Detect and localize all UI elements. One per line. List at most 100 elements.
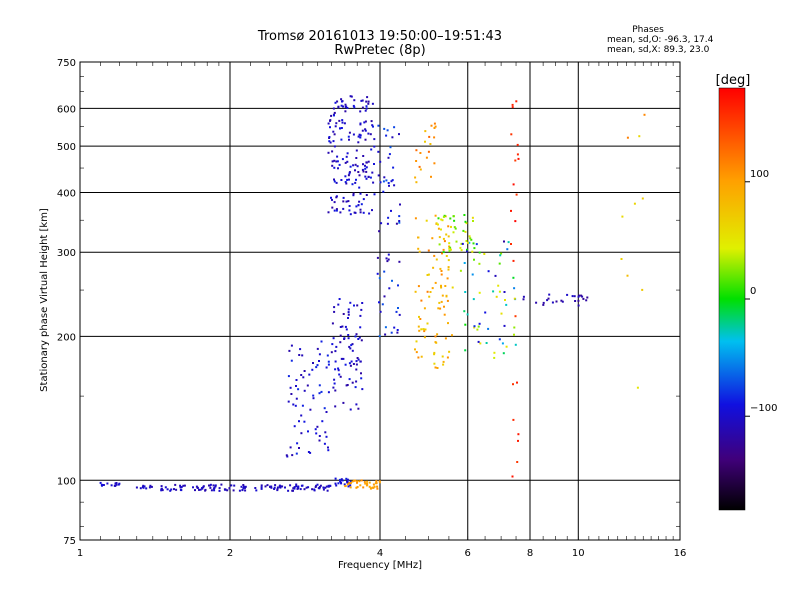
data-point [337, 303, 340, 306]
data-point [443, 214, 446, 217]
data-point [331, 198, 333, 201]
data-point [479, 342, 482, 345]
data-point [510, 133, 513, 136]
data-point [218, 489, 221, 492]
data-point [386, 260, 389, 263]
data-point [340, 127, 343, 129]
data-point [364, 167, 367, 170]
data-point [301, 404, 304, 407]
data-point [315, 484, 318, 487]
data-point [224, 488, 227, 491]
data-point [321, 420, 324, 423]
data-point [289, 446, 292, 449]
data-point [371, 486, 374, 489]
data-point [366, 96, 369, 99]
data-point [378, 301, 380, 304]
data-point [415, 149, 418, 152]
data-point [391, 179, 394, 182]
data-point [506, 248, 509, 251]
data-point [286, 455, 289, 458]
data-point [303, 488, 306, 491]
y-tick-label: 200 [57, 332, 76, 343]
data-point [397, 307, 399, 309]
data-point [364, 109, 367, 112]
data-point [355, 360, 358, 363]
data-point [335, 196, 338, 199]
data-point [511, 475, 514, 478]
data-point [389, 146, 392, 149]
data-point [446, 277, 449, 280]
data-point [194, 489, 196, 492]
data-point [323, 442, 326, 445]
data-point [362, 486, 365, 489]
data-point [139, 487, 142, 490]
data-point [318, 486, 321, 488]
data-point [372, 125, 374, 128]
data-point [626, 136, 629, 139]
data-point [582, 297, 585, 300]
data-point [143, 485, 146, 488]
data-point [199, 488, 202, 491]
data-point [300, 374, 303, 376]
grid-lines [80, 62, 680, 540]
data-point [414, 290, 417, 293]
data-point [338, 298, 341, 300]
data-point [244, 489, 247, 492]
data-point [314, 428, 317, 431]
data-point [573, 295, 576, 298]
data-point [311, 488, 314, 491]
data-point [169, 489, 172, 492]
data-point [309, 408, 312, 411]
data-point [316, 364, 319, 367]
data-point [434, 341, 437, 344]
data-point [361, 302, 364, 304]
data-point [440, 228, 442, 231]
data-point [487, 270, 490, 273]
data-point [361, 388, 364, 391]
data-point [329, 484, 332, 487]
data-point [303, 420, 306, 423]
data-point [344, 175, 347, 178]
data-point [370, 148, 373, 151]
data-point [360, 339, 363, 342]
data-point [465, 240, 468, 242]
data-point [230, 484, 233, 487]
data-point [371, 209, 373, 212]
data-point [348, 178, 350, 181]
data-point [430, 124, 433, 127]
data-point [135, 486, 138, 489]
data-point [166, 488, 169, 491]
data-point [335, 484, 338, 487]
data-point [464, 230, 467, 233]
data-point [440, 270, 443, 272]
data-point [274, 484, 277, 487]
data-point [332, 337, 335, 340]
data-point [320, 340, 323, 343]
data-point [307, 430, 309, 433]
data-point [333, 133, 336, 136]
data-point [451, 334, 453, 337]
data-point [335, 345, 338, 348]
data-point [391, 279, 393, 282]
data-point [437, 223, 439, 226]
data-point [102, 484, 105, 486]
data-point [452, 215, 455, 218]
data-point [294, 404, 297, 407]
data-point [415, 351, 418, 354]
data-point [441, 219, 444, 222]
data-point [438, 243, 441, 246]
data-point [471, 273, 474, 276]
data-point [438, 301, 441, 304]
data-point [373, 163, 375, 165]
data-point [354, 479, 357, 482]
data-point [364, 482, 367, 485]
data-point [349, 486, 352, 489]
data-point [290, 393, 293, 395]
data-point [340, 138, 343, 141]
data-point [365, 107, 368, 110]
data-point [341, 121, 344, 124]
data-point [371, 124, 374, 127]
data-point [445, 294, 448, 297]
data-point [542, 301, 545, 304]
data-point [464, 291, 467, 293]
